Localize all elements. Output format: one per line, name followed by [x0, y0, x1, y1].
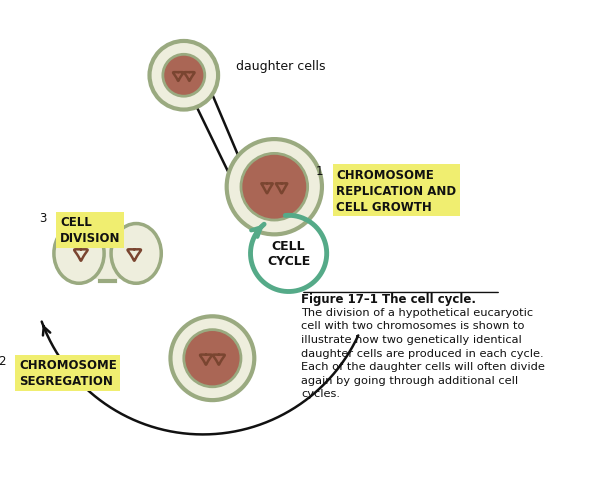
Ellipse shape — [55, 226, 103, 282]
Ellipse shape — [113, 226, 160, 282]
Ellipse shape — [111, 225, 161, 283]
Circle shape — [150, 42, 218, 110]
Text: CHROMOSOME
REPLICATION AND
CELL GROWTH: CHROMOSOME REPLICATION AND CELL GROWTH — [336, 168, 457, 213]
Text: Figure 17–1 The cell cycle.: Figure 17–1 The cell cycle. — [301, 292, 476, 305]
Text: 3: 3 — [39, 212, 46, 225]
Text: CHROMOSOME
SEGREGATION: CHROMOSOME SEGREGATION — [19, 359, 117, 387]
Text: CELL
CYCLE: CELL CYCLE — [267, 240, 311, 268]
Text: daughter cells: daughter cells — [236, 60, 325, 73]
Circle shape — [170, 317, 254, 400]
Circle shape — [226, 140, 322, 235]
Circle shape — [184, 330, 241, 387]
Ellipse shape — [54, 225, 104, 283]
Text: 1: 1 — [315, 165, 323, 178]
Text: 2: 2 — [0, 355, 5, 368]
Circle shape — [163, 55, 205, 97]
Circle shape — [241, 154, 308, 221]
Text: CELL
DIVISION: CELL DIVISION — [60, 216, 120, 245]
Polygon shape — [79, 228, 136, 280]
Text: The division of a hypothetical eucaryotic
cell with two chromosomes is shown to
: The division of a hypothetical eucaryoti… — [301, 307, 545, 398]
